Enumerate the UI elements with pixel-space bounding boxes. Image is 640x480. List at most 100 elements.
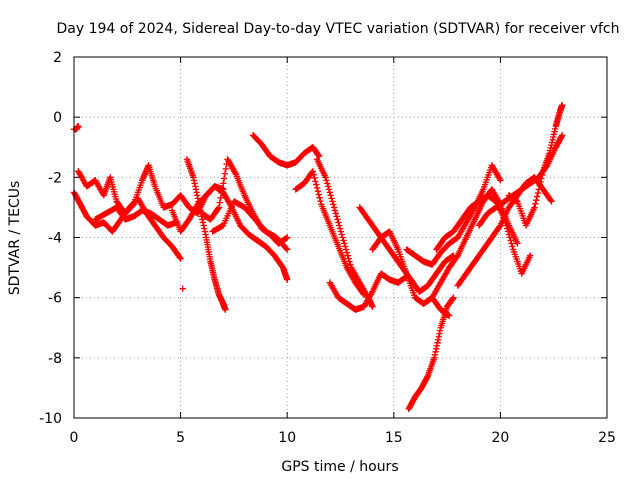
data-point bbox=[220, 175, 228, 182]
data-point bbox=[179, 285, 186, 292]
data-point bbox=[503, 222, 510, 229]
x-tick-label: 5 bbox=[176, 430, 185, 446]
data-point bbox=[310, 171, 317, 178]
x-axis-label: GPS time / hours bbox=[281, 459, 398, 475]
data-point bbox=[336, 225, 344, 232]
data-point bbox=[336, 222, 343, 229]
data-point bbox=[222, 165, 229, 173]
data-point bbox=[341, 243, 349, 250]
data-point bbox=[75, 122, 82, 130]
data-point bbox=[309, 168, 316, 175]
y-tick-label: -4 bbox=[48, 231, 62, 247]
data-point bbox=[533, 196, 540, 204]
data-point bbox=[284, 276, 291, 283]
data-points bbox=[70, 101, 566, 413]
y-tick-label: 0 bbox=[53, 110, 62, 126]
data-point bbox=[219, 184, 226, 192]
data-point bbox=[514, 240, 521, 247]
data-point bbox=[176, 254, 183, 261]
y-tick-label: -8 bbox=[48, 351, 62, 367]
data-point bbox=[312, 181, 320, 188]
data-point bbox=[335, 219, 342, 226]
data-point bbox=[536, 182, 543, 189]
data-point bbox=[506, 234, 513, 241]
data-point bbox=[507, 237, 514, 244]
series-track-22 bbox=[179, 285, 186, 292]
data-point bbox=[330, 201, 337, 208]
x-tick-label: 20 bbox=[491, 430, 509, 446]
x-tick-labels: 0 5 10 15 20 25 bbox=[70, 430, 616, 446]
series-track-17 bbox=[428, 186, 521, 301]
data-point bbox=[532, 200, 539, 208]
series-track-8 bbox=[209, 198, 291, 253]
data-point bbox=[527, 252, 534, 259]
y-tick-label: -6 bbox=[48, 291, 62, 307]
data-point bbox=[504, 225, 511, 232]
data-point bbox=[327, 192, 334, 199]
data-point bbox=[509, 243, 516, 250]
x-tick-label: 0 bbox=[70, 430, 79, 446]
series-track-4 bbox=[92, 204, 180, 229]
data-point bbox=[334, 216, 341, 223]
data-point bbox=[218, 189, 225, 197]
data-point bbox=[220, 180, 227, 187]
chart-title: Day 194 of 2024, Sidereal Day-to-day VTE… bbox=[56, 21, 619, 37]
data-point bbox=[214, 205, 222, 212]
data-point bbox=[533, 193, 541, 200]
data-point bbox=[537, 178, 544, 186]
data-point bbox=[314, 187, 322, 195]
data-point bbox=[325, 186, 333, 193]
data-point bbox=[326, 189, 334, 196]
data-point bbox=[508, 240, 515, 247]
data-point bbox=[322, 174, 329, 181]
series-track-3 bbox=[75, 162, 227, 217]
data-point bbox=[538, 175, 545, 182]
series-track-1 bbox=[70, 122, 82, 133]
data-point bbox=[345, 255, 352, 262]
data-point bbox=[216, 199, 224, 206]
data-point bbox=[284, 234, 291, 241]
series-track-11 bbox=[313, 156, 376, 310]
data-point bbox=[531, 204, 538, 211]
data-point bbox=[337, 228, 345, 235]
data-point bbox=[538, 171, 546, 179]
series-track-15 bbox=[405, 294, 457, 413]
data-point bbox=[332, 210, 340, 217]
data-point bbox=[347, 261, 354, 268]
data-point bbox=[346, 258, 353, 265]
data-point bbox=[341, 240, 348, 247]
data-point bbox=[217, 194, 224, 201]
x-tick-label: 15 bbox=[385, 430, 403, 446]
data-point bbox=[331, 207, 339, 214]
data-point bbox=[282, 245, 290, 252]
data-point bbox=[548, 198, 555, 205]
data-point bbox=[559, 132, 566, 139]
data-point bbox=[497, 177, 504, 184]
data-point bbox=[311, 174, 318, 182]
series-track-9 bbox=[249, 132, 323, 169]
data-point bbox=[215, 204, 223, 211]
data-point bbox=[177, 255, 184, 262]
data-point bbox=[504, 228, 512, 235]
y-tick-label: 2 bbox=[53, 50, 62, 66]
series-track-12 bbox=[326, 270, 410, 313]
y-tick-label: -2 bbox=[48, 170, 62, 186]
data-point bbox=[342, 246, 350, 253]
y-tick-labels: 2 0 -2 -4 -6 -8 -10 bbox=[39, 50, 62, 427]
series-track-13 bbox=[356, 204, 457, 295]
data-point bbox=[343, 249, 351, 256]
data-point bbox=[284, 246, 291, 253]
series-track-18 bbox=[433, 192, 534, 277]
data-point bbox=[221, 170, 229, 177]
data-point bbox=[547, 196, 554, 204]
data-point bbox=[333, 213, 340, 220]
x-tick-label: 10 bbox=[278, 430, 296, 446]
data-point bbox=[329, 198, 336, 205]
data-point bbox=[315, 191, 322, 198]
data-point bbox=[344, 252, 351, 259]
data-point bbox=[338, 231, 345, 238]
data-point bbox=[535, 186, 542, 193]
plot-frame bbox=[73, 56, 608, 419]
x-tick-label: 25 bbox=[598, 430, 616, 446]
